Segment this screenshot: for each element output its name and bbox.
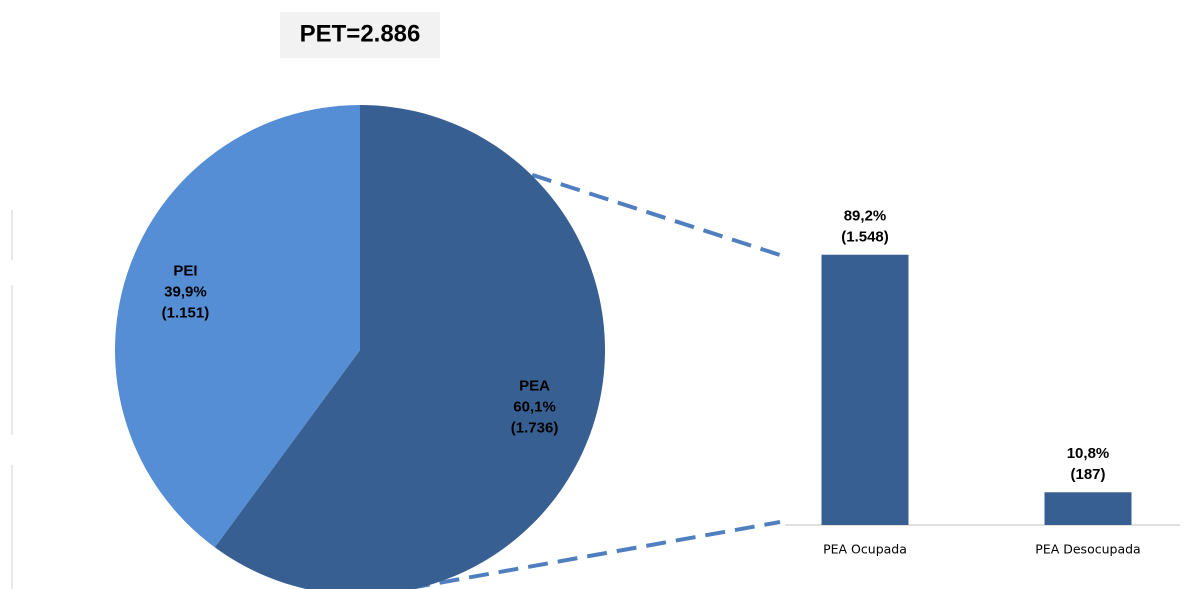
bar-value-label: 89,2% [844, 208, 887, 225]
pie-slice [214, 105, 605, 589]
x-tick-label: PEA Ocupada [823, 542, 907, 557]
slice-name: PEA [519, 377, 550, 394]
chart-title: PET=2.886 [300, 20, 421, 47]
slice-value-label: 60,1% [513, 398, 556, 415]
x-tick-label: PEA Desocupada [1035, 542, 1140, 557]
pie-slice [115, 105, 361, 548]
slice-name: PEI [173, 263, 197, 280]
bar [821, 254, 909, 525]
marks: PEA 60,1% (1.736) PEI 39,9% (1.151) 89,2% (1.54… [115, 105, 1141, 589]
slice-count-label: (1.736) [511, 419, 559, 436]
connector-line [409, 520, 781, 589]
slice-value-label: 39,9% [164, 284, 207, 301]
bar-value-label: 10,8% [1067, 445, 1110, 462]
slice-count-label: (1.151) [162, 305, 210, 322]
bar-count-label: (187) [1070, 466, 1105, 483]
bar [1044, 492, 1132, 525]
title-box [280, 12, 440, 58]
bar-count-label: (1.548) [841, 229, 889, 246]
